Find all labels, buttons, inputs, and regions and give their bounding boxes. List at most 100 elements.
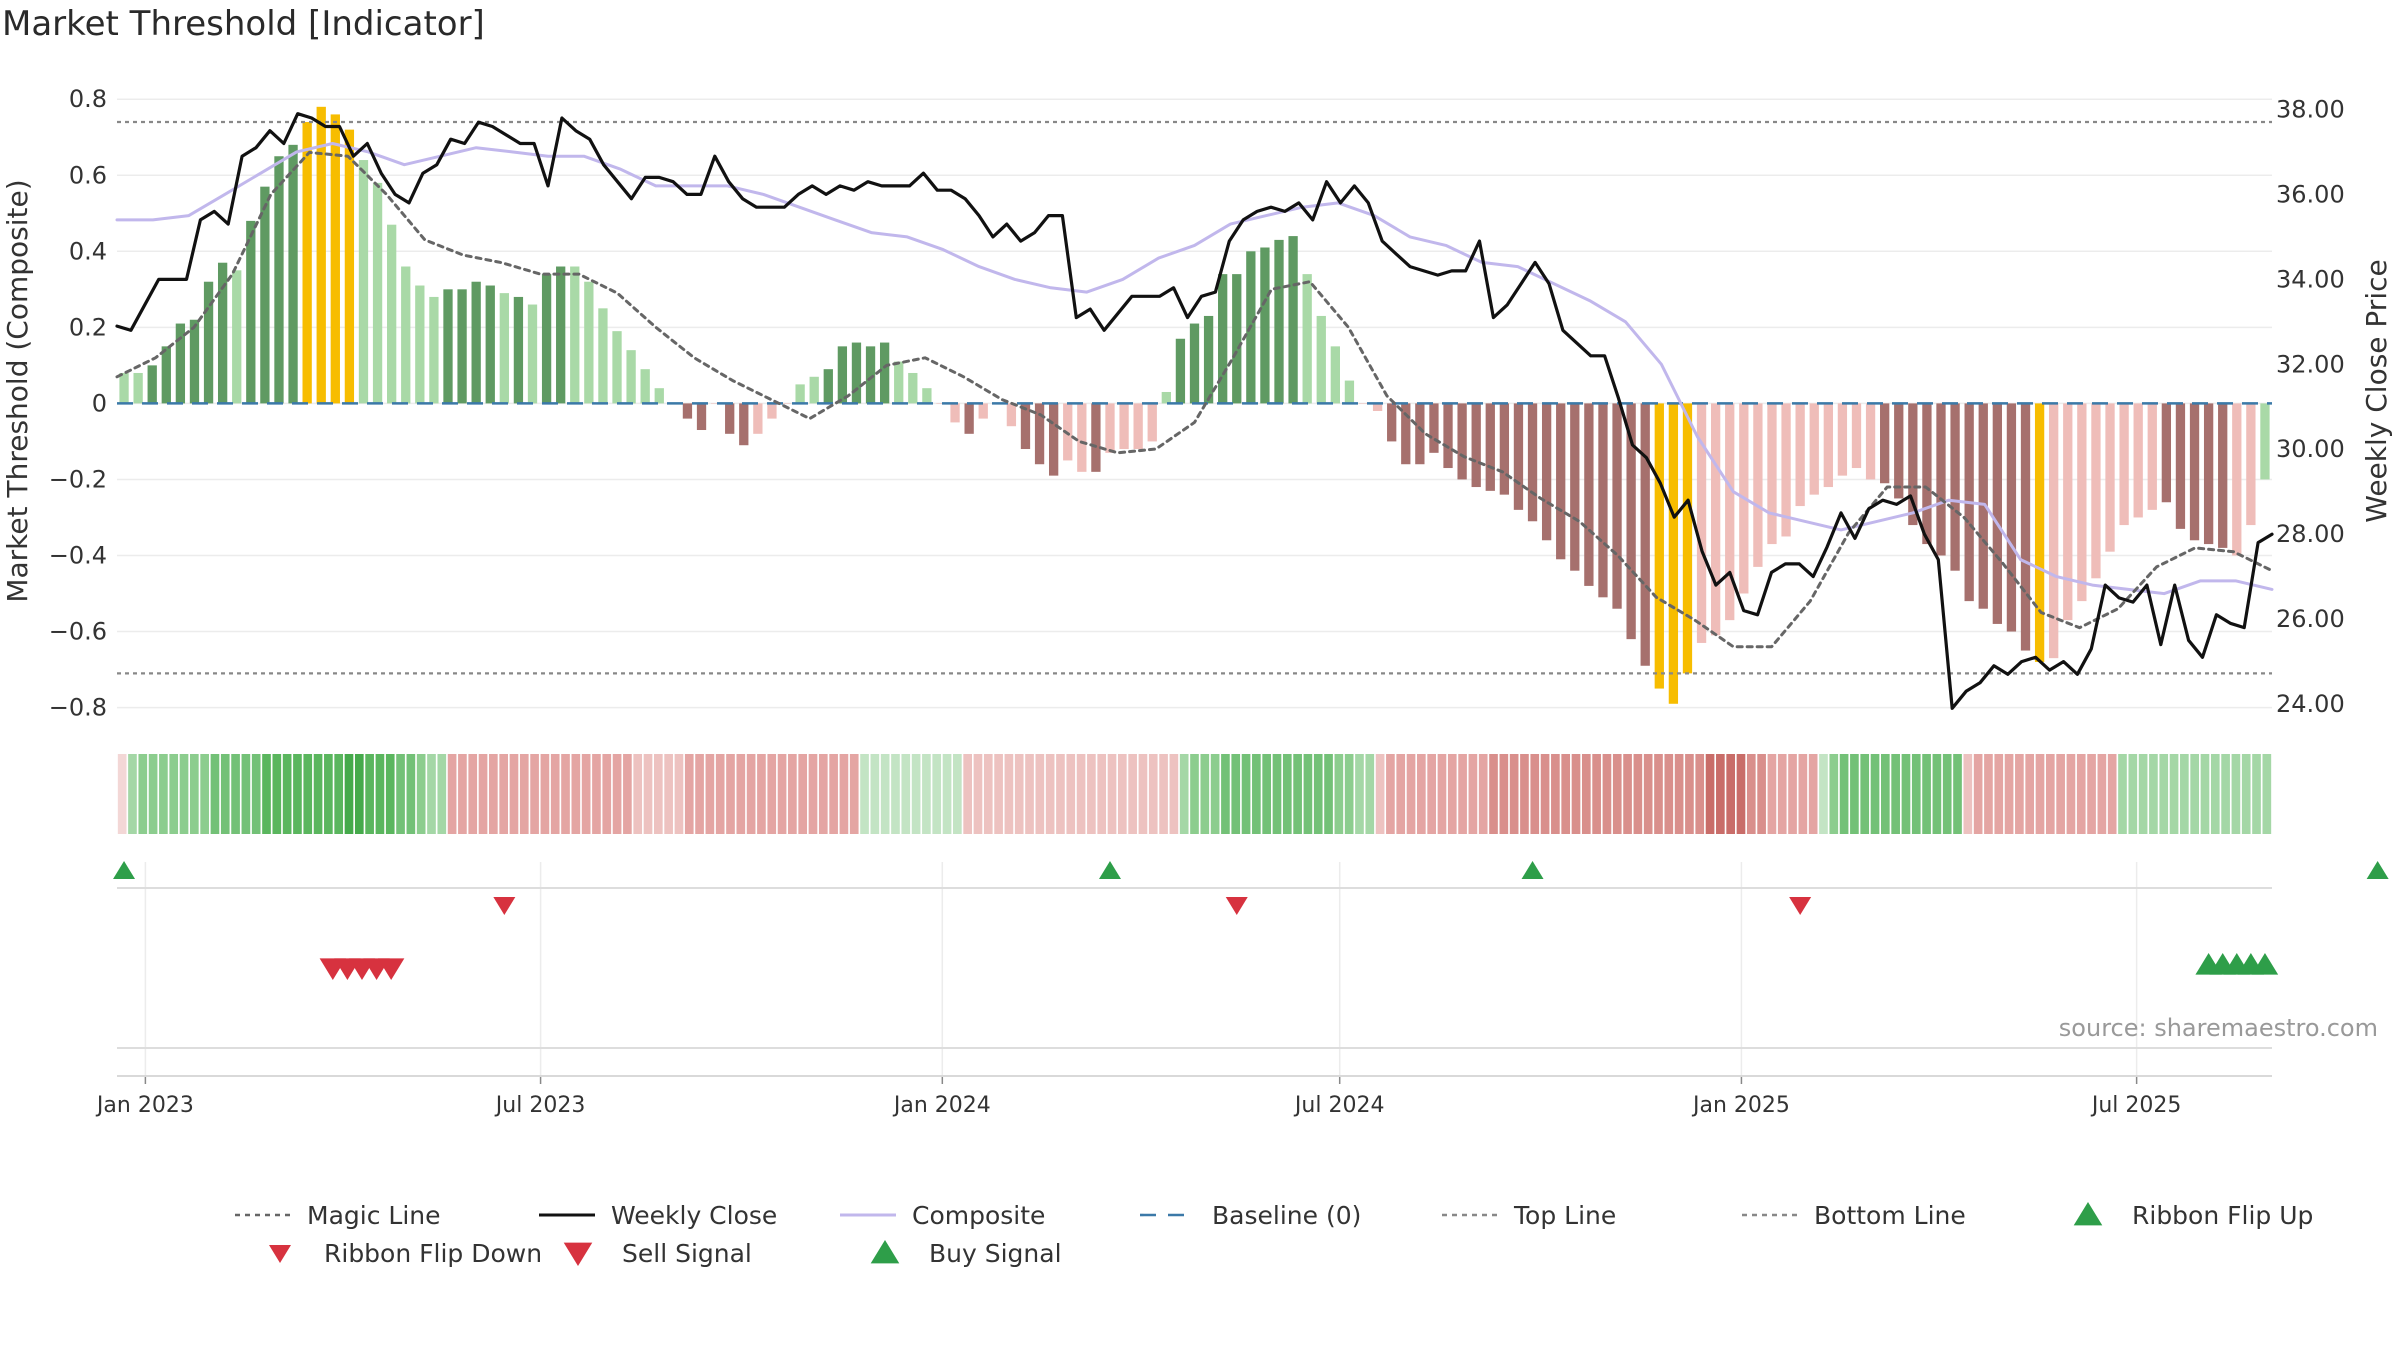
ribbon-cell: [1303, 754, 1313, 834]
ribbon-cell: [1788, 754, 1797, 834]
ribbon-cell: [1210, 754, 1220, 834]
threshold-bar: [879, 342, 890, 404]
ribbon-cell: [365, 754, 374, 834]
ribbon-cell: [282, 754, 292, 834]
y-tick-label: −0.4: [49, 541, 107, 569]
threshold-bar: [1598, 403, 1608, 598]
ribbon-cell: [1685, 754, 1694, 834]
legend-swatch: [840, 1213, 896, 1217]
y2-axis-label: Weekly Close Price: [2360, 259, 2393, 522]
threshold-bar: [1034, 403, 1045, 465]
ribbon-cell: [1004, 754, 1014, 834]
x-tick-label: Jan 2023: [95, 1093, 194, 1118]
ribbon-cell: [1963, 754, 1973, 834]
ribbon-cell: [1262, 754, 1272, 834]
threshold-bar: [767, 403, 777, 419]
ribbon-cell: [2169, 754, 2179, 834]
threshold-bar: [189, 319, 200, 404]
ribbon-cell: [788, 754, 797, 834]
threshold-bar: [922, 388, 932, 404]
legend-swatch: [1742, 1213, 1798, 1217]
ribbon-cell: [1654, 754, 1663, 834]
ribbon-cell: [798, 754, 808, 834]
legend-label: Baseline (0): [1212, 1200, 1362, 1230]
ribbon-cell: [1478, 754, 1488, 834]
ribbon-cell: [1066, 754, 1076, 834]
ribbon-cell: [1777, 754, 1787, 834]
y2-tick-label: 24.00: [2276, 690, 2345, 718]
threshold-bar: [260, 186, 270, 404]
threshold-bar: [612, 331, 622, 404]
threshold-bar: [2049, 403, 2059, 659]
threshold-bar: [1527, 403, 1538, 522]
threshold-bar: [1077, 403, 1087, 472]
signal-markers: [113, 861, 2389, 1077]
ribbon-cell: [1509, 754, 1519, 834]
ribbon-cell: [354, 754, 364, 834]
magic-line: [115, 150, 2274, 649]
ribbon-cell: [612, 754, 622, 834]
legend-label: Bottom Line: [1814, 1200, 1966, 1230]
threshold-bar: [1147, 403, 1157, 442]
threshold-bar: [1513, 403, 1524, 510]
ribbon-cell: [973, 754, 983, 834]
ribbon-cell: [2004, 754, 2014, 834]
ribbon-cell: [1148, 754, 1158, 834]
ribbon-cell: [1138, 754, 1148, 834]
threshold-bar: [1767, 403, 1777, 545]
threshold-bar: [640, 369, 650, 404]
threshold-bar: [429, 296, 439, 404]
ribbon-cell: [1427, 754, 1436, 834]
ribbon-cell: [1035, 754, 1045, 834]
y2-tick-label: 26.00: [2276, 605, 2345, 633]
threshold-bar: [1372, 403, 1383, 411]
legend-item: Weekly Close: [537, 1200, 777, 1230]
ribbon-cell: [1643, 754, 1653, 834]
threshold-bar: [1175, 338, 1186, 404]
ribbon-cell: [1716, 754, 1725, 834]
ribbon-cell: [870, 754, 880, 834]
ribbon-cell: [210, 754, 220, 834]
ribbon-cell: [1520, 754, 1529, 834]
ribbon-cell: [2128, 754, 2138, 834]
ribbon-cell: [818, 754, 828, 834]
ribbon-cell: [1087, 754, 1096, 834]
threshold-bar: [1795, 403, 1805, 507]
threshold-bar: [2203, 403, 2214, 545]
threshold-bar: [1725, 403, 1735, 621]
threshold-bar: [1316, 315, 1326, 404]
ribbon-cell: [1674, 754, 1684, 834]
threshold-bar: [739, 403, 749, 446]
threshold-bar: [161, 346, 171, 404]
ribbon-cell: [2241, 754, 2251, 834]
ribbon-cell: [1499, 754, 1509, 834]
ribbon-cell: [2231, 754, 2241, 834]
ribbon-flip-down-marker: [1225, 897, 1248, 915]
ribbon-cell: [1767, 754, 1777, 834]
ribbon-cell: [757, 754, 766, 834]
ribbon-cell: [715, 754, 725, 834]
legend-item: Ribbon Flip Down: [250, 1238, 542, 1268]
ribbon-cell: [2200, 754, 2210, 834]
legend-swatch: [235, 1213, 291, 1217]
legend-label: Buy Signal: [929, 1238, 1062, 1268]
threshold-bar: [964, 403, 974, 434]
legend-item: Composite: [838, 1200, 1045, 1230]
legend: Magic Line Weekly Close Composite Baseline …: [0, 1190, 2400, 1290]
threshold-bar: [654, 388, 664, 404]
ribbon-cell: [1705, 754, 1715, 834]
ribbon-cell: [1551, 754, 1560, 834]
ribbon-cell: [1076, 754, 1086, 834]
threshold-bar: [1288, 236, 1298, 404]
threshold-bar: [851, 342, 862, 404]
threshold-bar: [2077, 403, 2087, 602]
legend-item: Bottom Line: [1740, 1200, 1966, 1230]
ribbon-cell: [2118, 754, 2127, 834]
legend-label: Ribbon Flip Up: [2132, 1200, 2314, 1230]
ribbon-cell: [334, 754, 344, 834]
ribbon-cell: [478, 754, 488, 834]
ribbon-cell: [1159, 754, 1168, 834]
threshold-bar: [527, 304, 538, 404]
ribbon-cell: [1406, 754, 1416, 834]
ribbon-cell: [746, 754, 756, 834]
